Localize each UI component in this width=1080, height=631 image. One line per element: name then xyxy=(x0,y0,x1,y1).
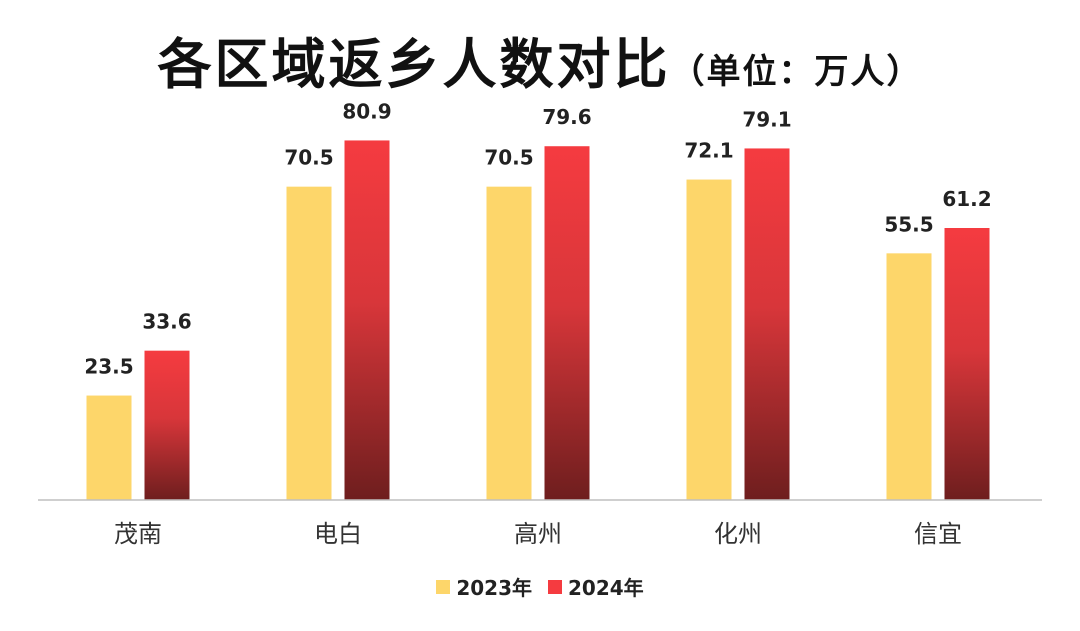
value-label-2024-3: 79.1 xyxy=(742,107,791,131)
bar-chart: 23.5 33.6 70.5 80.9 70.5 79.6 72.1 79.1 55.5 61.2… xyxy=(38,99,1042,548)
chart-title: 各区域返乡人数对比（单位：万人） xyxy=(0,20,1080,99)
value-label-2024-1: 80.9 xyxy=(342,99,391,123)
category-label-3: 化州 xyxy=(714,520,762,548)
category-label-1: 电白 xyxy=(314,520,362,548)
category-labels-group: 茂南 电白 高州 化州 信宜 xyxy=(114,520,962,548)
bar-2024-3 xyxy=(744,148,790,500)
bar-2023-4 xyxy=(886,253,932,500)
bar-2023-1 xyxy=(286,186,332,500)
value-labels-group: 23.5 33.6 70.5 80.9 70.5 79.6 72.1 79.1 55.5 61.2 xyxy=(84,99,991,378)
value-label-2024-2: 79.6 xyxy=(542,105,591,129)
category-label-2: 高州 xyxy=(514,520,562,548)
legend-item-2023: 2023年 xyxy=(436,572,532,601)
legend-item-2024: 2024年 xyxy=(548,572,644,601)
value-label-2023-3: 72.1 xyxy=(684,139,733,163)
legend: 2023年 2024年 xyxy=(0,572,1080,601)
bars-group xyxy=(86,140,990,501)
bar-2023-3 xyxy=(686,179,732,501)
chart-title-main: 各区域返乡人数对比 xyxy=(157,32,671,96)
bar-2023-0 xyxy=(86,395,132,500)
bar-2024-2 xyxy=(544,146,590,500)
bar-2024-1 xyxy=(344,140,390,500)
value-label-2023-0: 23.5 xyxy=(84,355,133,379)
category-label-4: 信宜 xyxy=(914,520,962,548)
value-label-2023-2: 70.5 xyxy=(484,146,533,170)
legend-swatch-2024 xyxy=(548,579,562,594)
bar-2024-4 xyxy=(944,228,990,500)
bar-2024-0 xyxy=(144,350,190,500)
bar-2023-2 xyxy=(486,186,532,500)
legend-swatch-2023 xyxy=(436,579,451,594)
chart-title-unit: （单位：万人） xyxy=(670,52,923,92)
legend-label-2024: 2024年 xyxy=(568,576,644,600)
value-label-2023-1: 70.5 xyxy=(284,146,333,170)
legend-label-2023: 2023年 xyxy=(456,576,532,600)
value-label-2024-4: 61.2 xyxy=(942,187,991,211)
value-label-2024-0: 33.6 xyxy=(142,310,191,334)
value-label-2023-4: 55.5 xyxy=(884,212,933,236)
category-label-0: 茂南 xyxy=(114,520,162,548)
